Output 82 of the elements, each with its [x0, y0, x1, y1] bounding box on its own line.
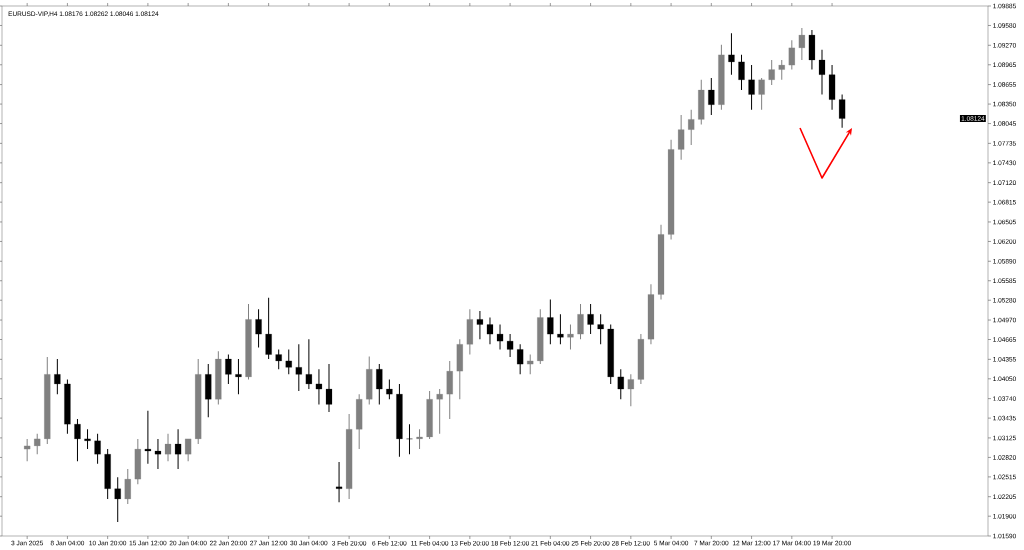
candlestick — [436, 388, 443, 435]
candlestick — [295, 343, 302, 392]
candlestick — [627, 373, 634, 407]
candlestick — [738, 54, 745, 91]
candlestick — [54, 358, 61, 395]
candlestick — [154, 438, 162, 470]
candlestick — [34, 433, 41, 455]
candlestick — [356, 393, 363, 450]
candlestick — [335, 461, 343, 503]
candlestick — [315, 368, 323, 405]
candlestick — [527, 354, 534, 375]
candlestick — [396, 383, 403, 458]
candlestick — [134, 438, 141, 485]
candlestick — [708, 77, 715, 116]
candlestick — [215, 350, 222, 405]
candlestick — [124, 468, 131, 505]
candlestick — [195, 358, 202, 445]
candlestick — [688, 109, 695, 146]
candlestick — [486, 316, 494, 345]
candlestick — [798, 27, 805, 61]
candlestick — [758, 77, 765, 111]
candlestick — [617, 368, 624, 400]
candlestick — [466, 308, 473, 356]
candlestick — [265, 297, 272, 360]
candlestick — [346, 413, 353, 500]
candlestick — [174, 428, 182, 470]
candlestick — [74, 418, 81, 462]
candlestick — [44, 356, 51, 445]
candlestick — [517, 343, 524, 375]
candlestick — [647, 283, 655, 345]
candlestick — [24, 438, 31, 462]
candlestick — [778, 59, 785, 81]
candlestick — [325, 363, 333, 413]
candlestick — [366, 355, 373, 405]
candlestick — [547, 299, 554, 345]
candlestick — [597, 313, 604, 345]
candlestick — [205, 363, 212, 418]
candlestick — [275, 348, 282, 370]
candlestick — [506, 333, 514, 358]
candlestick — [728, 32, 735, 76]
candlestick — [567, 324, 574, 350]
candlestick — [607, 324, 614, 385]
candlestick — [406, 423, 413, 455]
candlestick — [678, 114, 685, 161]
candlestick — [698, 79, 705, 126]
candlestick — [587, 303, 594, 335]
candlestick — [225, 354, 232, 385]
candlestick — [114, 476, 121, 523]
candlestick — [788, 39, 795, 71]
candlestick — [164, 433, 172, 462]
candlestick — [748, 64, 755, 111]
candlestick — [476, 310, 484, 340]
candlestick — [376, 363, 383, 405]
candlestick — [718, 44, 725, 111]
candlestick — [446, 360, 453, 420]
candlestick — [537, 308, 544, 365]
candlestick — [144, 410, 152, 465]
candlestick — [456, 338, 463, 400]
candlestick — [557, 313, 564, 345]
candlestick — [255, 308, 262, 349]
candlestick — [768, 59, 775, 86]
candlestick — [426, 390, 433, 440]
candlestick — [808, 29, 816, 71]
candlestick — [185, 438, 192, 462]
candlestick — [386, 378, 393, 400]
candlestick — [416, 428, 423, 450]
candlestick — [818, 49, 826, 95]
candlestick — [657, 224, 665, 301]
candlestick — [84, 428, 91, 450]
candlestick — [235, 358, 242, 395]
candlestick — [245, 303, 252, 380]
candlestick — [839, 93, 846, 129]
candlestick — [64, 378, 71, 435]
candlestick — [637, 333, 645, 385]
candlestick — [104, 448, 111, 500]
candlestick — [496, 324, 504, 350]
candlestick — [828, 64, 836, 111]
candlestick — [285, 348, 292, 375]
candlestick — [577, 303, 584, 340]
candlestick — [667, 139, 675, 241]
candlestick — [94, 433, 101, 465]
candlestick — [305, 338, 312, 390]
